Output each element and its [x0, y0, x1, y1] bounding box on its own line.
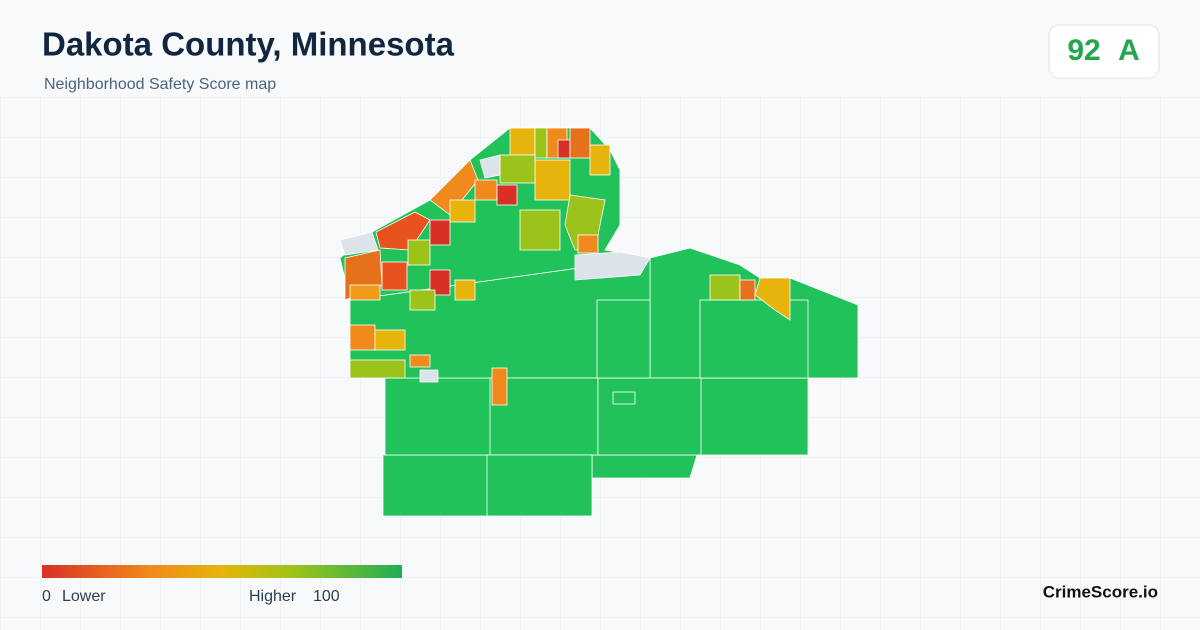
map-region	[534, 127, 548, 159]
map-region	[574, 251, 651, 281]
map-region	[429, 219, 451, 246]
map-region	[407, 239, 431, 266]
brand: CrimeScore.io	[1043, 582, 1158, 601]
map-region	[479, 154, 501, 179]
legend-min: 0	[42, 588, 51, 605]
map-region	[597, 377, 702, 456]
map-region	[754, 277, 791, 321]
map-region	[589, 144, 611, 176]
subtitle: Neighborhood Safety Score map	[44, 76, 276, 93]
map-region	[596, 299, 651, 379]
map-region	[509, 127, 536, 159]
map-region	[557, 139, 571, 159]
map-region	[489, 377, 599, 456]
map-region	[577, 234, 599, 254]
map-region	[339, 231, 379, 256]
legend-low: Lower	[62, 588, 106, 605]
map-region	[499, 154, 536, 184]
map-region	[374, 329, 406, 351]
county-map	[339, 127, 859, 517]
map-region	[375, 211, 431, 251]
map-region	[449, 199, 476, 223]
map-region	[739, 279, 756, 301]
map-region	[591, 454, 698, 479]
map-region	[419, 369, 439, 383]
map-region	[709, 274, 741, 301]
map-region	[486, 454, 593, 517]
map-region	[519, 209, 561, 251]
legend-max: 100	[313, 588, 340, 605]
map-region	[474, 179, 498, 201]
map-region	[429, 269, 451, 296]
map-region	[409, 289, 436, 311]
map-region	[612, 391, 636, 405]
map-region	[409, 354, 431, 368]
legend-high: Higher	[249, 588, 297, 605]
map-region	[349, 359, 406, 379]
map-region	[454, 279, 476, 301]
map-region	[699, 299, 809, 379]
map-region	[569, 127, 591, 159]
map-region	[496, 184, 518, 206]
map-region	[349, 284, 381, 301]
score-badge: 92 A	[1048, 24, 1160, 79]
map-region	[491, 367, 508, 406]
legend-gradient	[42, 565, 402, 578]
map-region	[349, 324, 376, 351]
title: Dakota County, Minnesota	[42, 26, 455, 63]
map-region	[534, 159, 571, 201]
score-value: 92	[1067, 34, 1100, 67]
score-grade: A	[1118, 34, 1140, 67]
badge-box	[1048, 24, 1160, 79]
map-region	[381, 261, 408, 291]
